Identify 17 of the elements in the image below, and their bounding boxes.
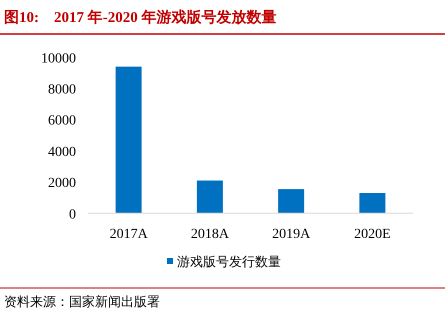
x-tick-label: 2019A <box>272 227 312 242</box>
bar <box>116 66 142 214</box>
chart-title: 图10: 2017 年-2020 年游戏版号发放数量 <box>4 9 276 26</box>
y-tick-label: 2000 <box>48 176 76 192</box>
text: 资料来源：国家新闻出版署 <box>4 294 160 309</box>
y-tick-label: 0 <box>69 207 76 222</box>
x-tick-label: 2017A <box>110 227 149 242</box>
legend-label: 游戏版号发行数量 <box>177 254 281 269</box>
y-tick-label: 8000 <box>48 82 76 98</box>
bar <box>196 180 223 214</box>
bar <box>359 193 386 214</box>
y-tick-label: 10000 <box>41 51 76 66</box>
x-tick-label: 2018A <box>190 227 230 242</box>
y-tick-label: 4000 <box>48 144 76 160</box>
bar <box>278 189 304 214</box>
y-tick-label: 6000 <box>48 114 76 129</box>
x-tick-label: 2020E <box>354 227 391 242</box>
